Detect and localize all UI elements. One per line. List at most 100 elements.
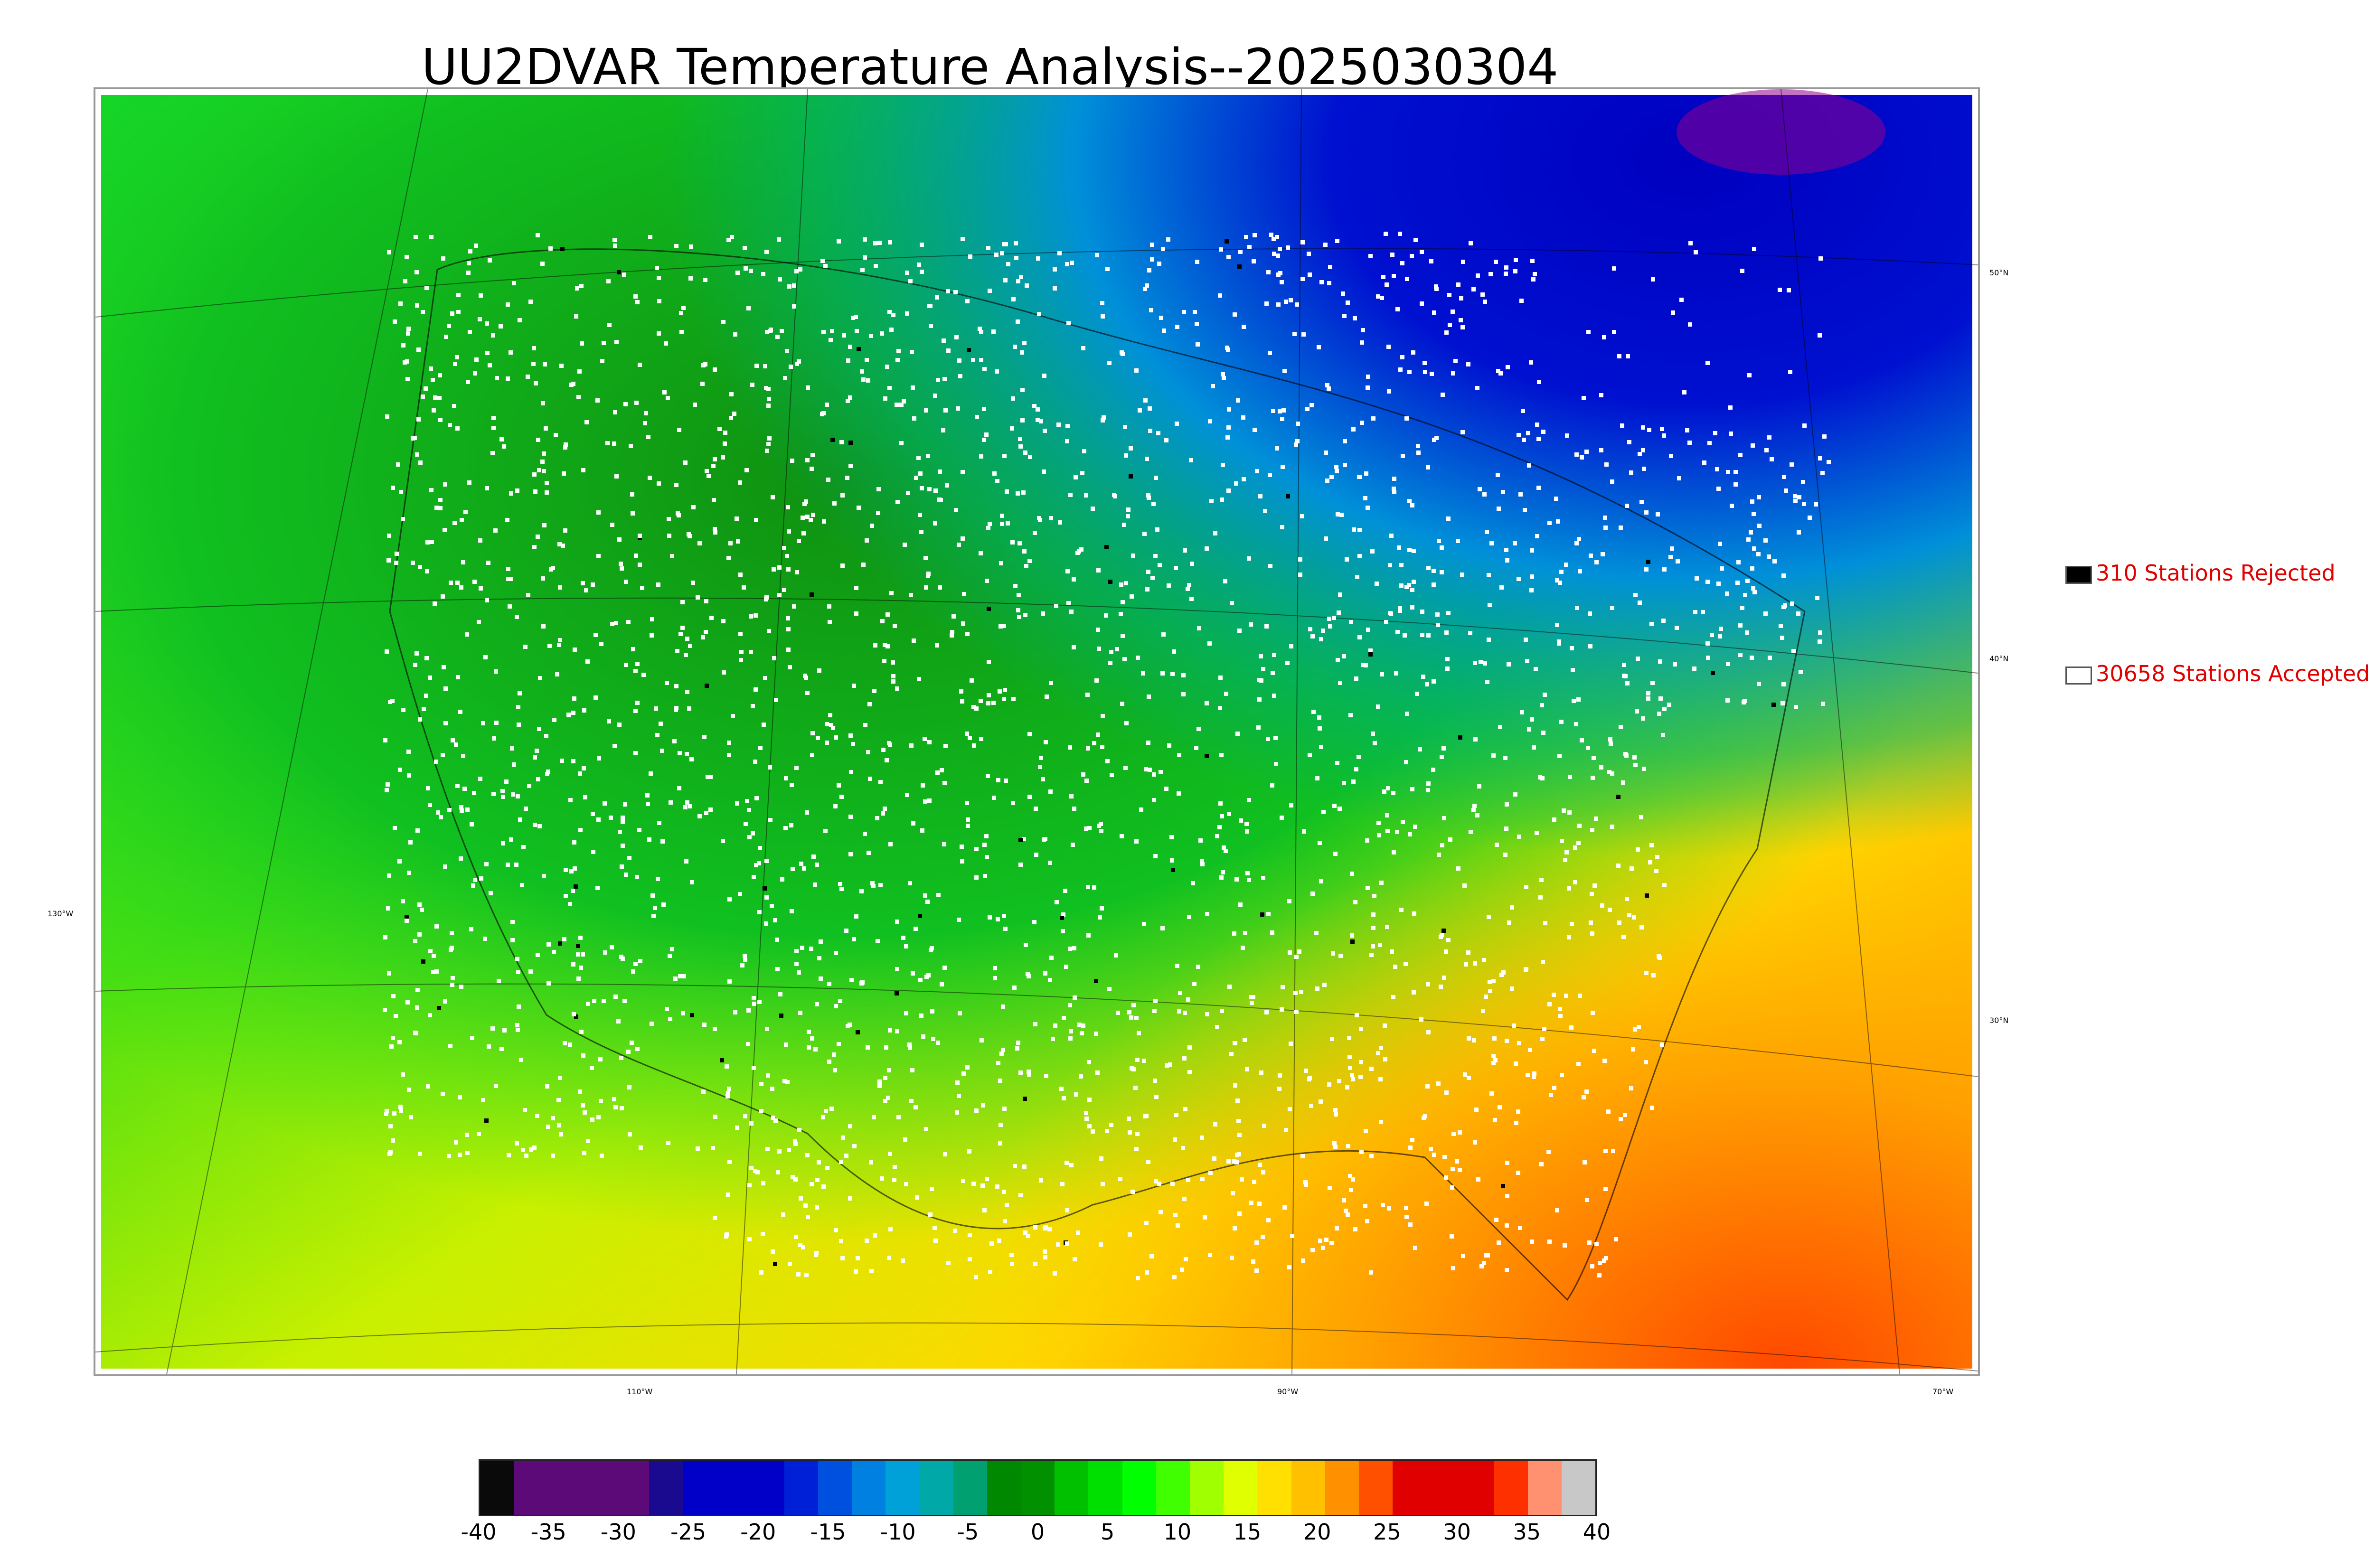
station-marker [805, 458, 810, 462]
station-marker [1619, 725, 1623, 729]
station-marker [895, 991, 899, 995]
station-marker [717, 427, 722, 431]
station-marker [1232, 931, 1236, 936]
station-marker [1108, 580, 1112, 584]
station-marker [784, 1042, 788, 1047]
station-marker [1399, 563, 1404, 567]
station-marker [398, 301, 403, 306]
station-marker [777, 237, 781, 242]
station-marker [727, 897, 732, 901]
station-marker [1555, 1208, 1559, 1212]
station-marker [1224, 692, 1228, 696]
station-marker [405, 255, 409, 259]
station-marker [1745, 630, 1749, 635]
station-marker [704, 630, 708, 634]
station-marker [418, 1152, 422, 1156]
station-marker [775, 938, 779, 942]
station-marker [1450, 1185, 1454, 1190]
station-marker [1099, 1156, 1103, 1161]
station-marker [1436, 623, 1440, 627]
station-marker [1238, 902, 1243, 907]
station-marker [1010, 426, 1014, 431]
station-marker [772, 567, 776, 572]
station-marker [883, 643, 887, 647]
station-marker [1036, 418, 1040, 422]
station-marker [904, 1011, 908, 1015]
station-marker [860, 369, 864, 374]
station-marker [1688, 241, 1693, 245]
station-marker [1781, 573, 1786, 578]
station-marker [1270, 930, 1274, 935]
station-marker [1242, 477, 1246, 481]
accepted-label: 30658 Stations Accepted [2096, 661, 2370, 686]
station-marker [999, 1123, 1003, 1127]
station-marker [399, 490, 403, 494]
station-marker [485, 351, 490, 355]
station-marker [1350, 933, 1354, 938]
station-marker [1693, 610, 1697, 614]
station-marker [429, 488, 433, 492]
station-marker [691, 505, 696, 509]
station-marker [786, 616, 790, 620]
station-marker [1447, 293, 1451, 297]
station-marker [1072, 946, 1076, 950]
station-marker [749, 614, 753, 619]
station-marker [883, 1076, 887, 1080]
station-marker [1297, 949, 1301, 954]
chart-title: UU2DVAR Temperature Analysis--2025030304 [421, 38, 1559, 96]
station-marker [1488, 980, 1492, 984]
station-marker [394, 1014, 398, 1018]
station-marker [1366, 506, 1370, 510]
station-marker [999, 561, 1003, 565]
station-marker [1282, 369, 1287, 373]
station-marker [1218, 676, 1223, 680]
station-marker [1401, 454, 1405, 458]
station-marker [915, 1195, 919, 1200]
station-marker [411, 561, 415, 565]
station-marker [1136, 656, 1140, 660]
station-marker [1418, 747, 1422, 751]
station-marker [1205, 701, 1209, 705]
station-marker [825, 741, 829, 745]
station-marker [982, 367, 987, 371]
station-marker [385, 1109, 389, 1113]
station-marker [657, 276, 661, 280]
station-marker [939, 498, 943, 502]
station-marker [991, 701, 996, 705]
station-marker [861, 377, 866, 382]
station-marker [631, 511, 635, 516]
station-marker [713, 457, 717, 461]
station-marker [562, 937, 566, 941]
station-marker [1177, 791, 1181, 796]
station-marker [447, 324, 451, 328]
station-marker [1514, 258, 1518, 262]
station-marker [621, 816, 625, 820]
station-marker [452, 521, 457, 525]
station-marker [985, 855, 989, 859]
station-marker [1440, 755, 1444, 759]
station-marker [603, 950, 607, 955]
station-marker [993, 966, 997, 970]
station-marker [1655, 855, 1659, 859]
station-marker [1284, 300, 1288, 304]
station-marker [1298, 573, 1302, 577]
station-marker [713, 1027, 717, 1031]
station-marker [863, 237, 867, 242]
station-marker [1647, 428, 1651, 432]
station-marker [450, 931, 454, 935]
station-marker [1329, 475, 1334, 479]
colorbar-segment [1562, 1461, 1596, 1515]
station-marker [768, 765, 772, 770]
station-marker [1081, 772, 1085, 777]
station-marker [1080, 471, 1084, 475]
station-marker [1738, 653, 1743, 657]
station-marker [1365, 1219, 1369, 1223]
station-marker [747, 1237, 752, 1241]
station-marker [657, 821, 661, 825]
station-marker [1100, 301, 1104, 305]
station-marker [691, 581, 695, 585]
station-marker [1420, 610, 1424, 614]
station-marker [558, 638, 562, 642]
station-marker [869, 334, 873, 338]
station-marker [665, 681, 669, 685]
